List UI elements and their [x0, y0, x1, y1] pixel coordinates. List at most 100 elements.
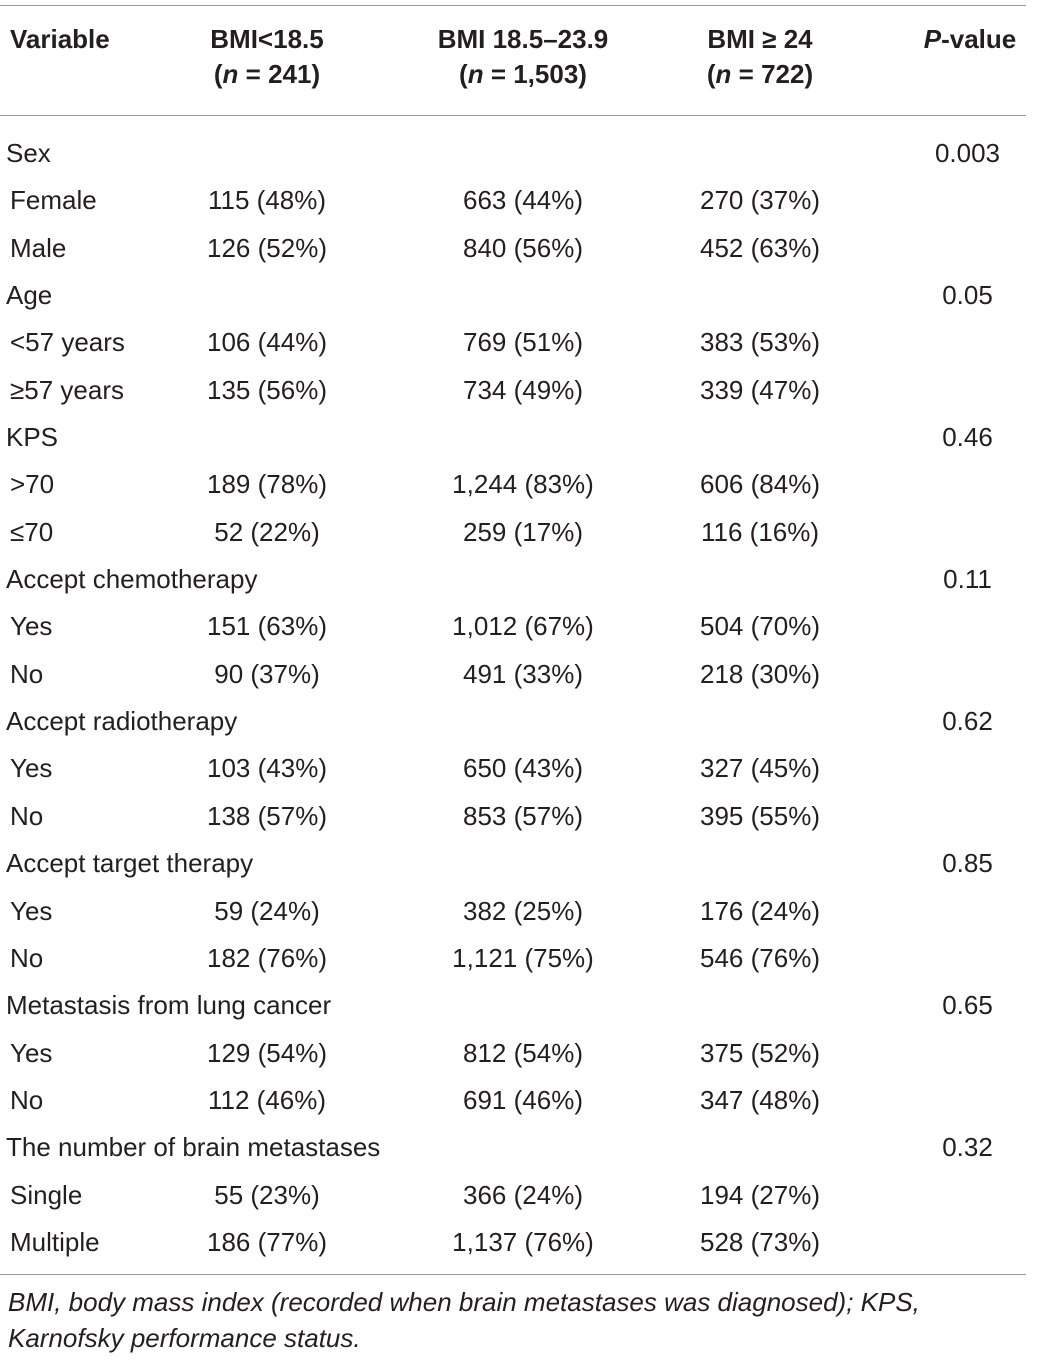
cell-bmi-under-18-5: 189 (78%): [207, 469, 327, 500]
cell-bmi-under-18-5: 126 (52%): [207, 232, 327, 263]
row-label: The number of brain metastases: [6, 1132, 381, 1163]
cell-bmi-over-24: 176 (24%): [700, 895, 820, 926]
header-bottom-rule: [0, 115, 1026, 116]
row-label: No: [10, 658, 44, 689]
row-label: No: [10, 800, 44, 831]
header-variable: Variable: [10, 24, 110, 54]
cell-bmi-under-18-5: 135 (56%): [207, 374, 327, 405]
cell-bmi-under-18-5: 115 (48%): [207, 185, 327, 216]
table-row: Multiple 186 (77%) 1,137 (76%) 528 (73%): [0, 1219, 1040, 1266]
cell-bmi-under-18-5: 186 (77%): [207, 1226, 327, 1257]
table-top-rule: [0, 5, 1026, 6]
table-row: No 182 (76%) 1,121 (75%) 546 (76%): [0, 935, 1040, 982]
cell-bmi-under-18-5: 103 (43%): [207, 753, 327, 784]
table-group-row: The number of brain metastases 0.32: [0, 1124, 1040, 1171]
cell-bmi-over-24: 194 (27%): [700, 1179, 820, 1210]
table-group-row: Accept target therapy 0.85: [0, 840, 1040, 887]
table-row: Male 126 (52%) 840 (56%) 452 (63%): [0, 225, 1040, 272]
cell-p-value: 0.05: [942, 280, 993, 311]
cell-bmi-under-18-5: 182 (76%): [207, 942, 327, 973]
row-label: Female: [10, 185, 97, 216]
header-bmi-18-5-23-9: BMI 18.5–23.9 (n = 1,503): [437, 24, 609, 89]
row-label: ≥57 years: [10, 374, 124, 405]
row-label: Yes: [10, 753, 53, 784]
row-label: Yes: [10, 895, 53, 926]
cell-bmi-18-5-23-9: 734 (49%): [463, 374, 583, 405]
cell-bmi-under-18-5: 106 (44%): [207, 327, 327, 358]
row-label: Male: [10, 232, 67, 263]
table-group-row: Accept radiotherapy 0.62: [0, 698, 1040, 745]
cell-bmi-18-5-23-9: 691 (46%): [463, 1084, 583, 1115]
header-n-symbol: n: [222, 59, 239, 89]
cell-bmi-18-5-23-9: 1,244 (83%): [452, 469, 594, 500]
table-header: Variable BMI<18.5 (n = 241) BMI 18.5–23.…: [0, 22, 1040, 102]
table-group-row: Metastasis from lung cancer 0.65: [0, 982, 1040, 1029]
cell-bmi-under-18-5: 112 (46%): [207, 1084, 327, 1115]
cell-bmi-18-5-23-9: 1,137 (76%): [452, 1226, 594, 1257]
table-row: Yes 151 (63%) 1,012 (67%) 504 (70%): [0, 603, 1040, 650]
table-row: No 112 (46%) 691 (46%) 347 (48%): [0, 1077, 1040, 1124]
row-label: KPS: [6, 422, 59, 453]
header-n-symbol: n: [715, 59, 732, 89]
table-row: ≥57 years 135 (56%) 734 (49%) 339 (47%): [0, 367, 1040, 414]
cell-bmi-under-18-5: 129 (54%): [207, 1037, 327, 1068]
row-label: Sex: [6, 138, 51, 168]
table-row: Single 55 (23%) 366 (24%) 194 (27%): [0, 1172, 1040, 1219]
cell-bmi-under-18-5: 52 (22%): [214, 516, 320, 547]
cell-bmi-18-5-23-9: 1,012 (67%): [452, 611, 594, 642]
table-row: No 90 (37%) 491 (33%) 218 (30%): [0, 651, 1040, 698]
cell-bmi-under-18-5: 90 (37%): [214, 658, 320, 689]
cell-bmi-18-5-23-9: 812 (54%): [463, 1037, 583, 1068]
cell-bmi-18-5-23-9: 840 (56%): [463, 232, 583, 263]
cell-bmi-18-5-23-9: 382 (25%): [463, 895, 583, 926]
header-bmi-over-24: BMI ≥ 24 (n = 722): [706, 24, 814, 89]
cell-p-value: 0.003: [934, 138, 1001, 168]
table-body: Sex 0.003 Female 115 (48%) 663 (44%) 270 (37%…: [0, 130, 1040, 1266]
row-label: Accept target therapy: [6, 848, 254, 879]
row-label: Yes: [10, 1037, 53, 1068]
row-label: Multiple: [10, 1226, 100, 1257]
cell-bmi-over-24: 546 (76%): [700, 942, 820, 973]
row-label: Accept chemotherapy: [6, 564, 258, 595]
table-row: ≤70 52 (22%) 259 (17%) 116 (16%): [0, 509, 1040, 556]
cell-bmi-over-24: 339 (47%): [700, 374, 820, 405]
table-footnote: BMI, body mass index (recorded when brai…: [8, 1287, 920, 1353]
row-label: No: [10, 1084, 44, 1115]
row-label: Yes: [10, 611, 53, 642]
cell-bmi-over-24: 452 (63%): [700, 232, 820, 263]
cell-bmi-under-18-5: 59 (24%): [214, 895, 320, 926]
row-label: <57 years: [10, 327, 125, 358]
table-group-row: Accept chemotherapy 0.11: [0, 556, 1040, 603]
cell-p-value: 0.32: [942, 1132, 993, 1163]
cell-p-value: 0.11: [943, 564, 992, 595]
table-row: <57 years 106 (44%) 769 (51%) 383 (53%): [0, 319, 1040, 366]
cell-bmi-under-18-5: 138 (57%): [207, 800, 327, 831]
row-label: Age: [6, 280, 53, 311]
cell-p-value: 0.62: [942, 706, 993, 737]
cell-bmi-over-24: 375 (52%): [700, 1037, 820, 1068]
cell-bmi-under-18-5: 151 (63%): [207, 611, 327, 642]
cell-bmi-over-24: 327 (45%): [700, 753, 820, 784]
row-label: Metastasis from lung cancer: [6, 990, 332, 1021]
table-bottom-rule: [0, 1274, 1026, 1275]
table-row: Yes 59 (24%) 382 (25%) 176 (24%): [0, 888, 1040, 935]
cell-bmi-18-5-23-9: 650 (43%): [463, 753, 583, 784]
cell-bmi-over-24: 347 (48%): [700, 1084, 820, 1115]
table-row: No 138 (57%) 853 (57%) 395 (55%): [0, 793, 1040, 840]
row-label: Single: [10, 1179, 83, 1210]
cell-bmi-over-24: 528 (73%): [700, 1226, 820, 1257]
cell-bmi-18-5-23-9: 491 (33%): [463, 658, 583, 689]
cell-bmi-over-24: 383 (53%): [700, 327, 820, 358]
row-label: No: [10, 942, 44, 973]
cell-bmi-over-24: 270 (37%): [700, 185, 820, 216]
table-group-row: Age 0.05: [0, 272, 1040, 319]
cell-bmi-over-24: 218 (30%): [700, 658, 820, 689]
cell-bmi-18-5-23-9: 259 (17%): [463, 516, 583, 547]
cell-bmi-18-5-23-9: 663 (44%): [463, 185, 583, 216]
cell-p-value: 0.85: [942, 848, 993, 879]
row-label: Accept radiotherapy: [6, 706, 238, 737]
table-row: >70 189 (78%) 1,244 (83%) 606 (84%): [0, 461, 1040, 508]
row-label: ≤70: [10, 516, 54, 547]
row-label: >70: [10, 469, 55, 500]
cell-bmi-over-24: 116 (16%): [700, 516, 820, 547]
